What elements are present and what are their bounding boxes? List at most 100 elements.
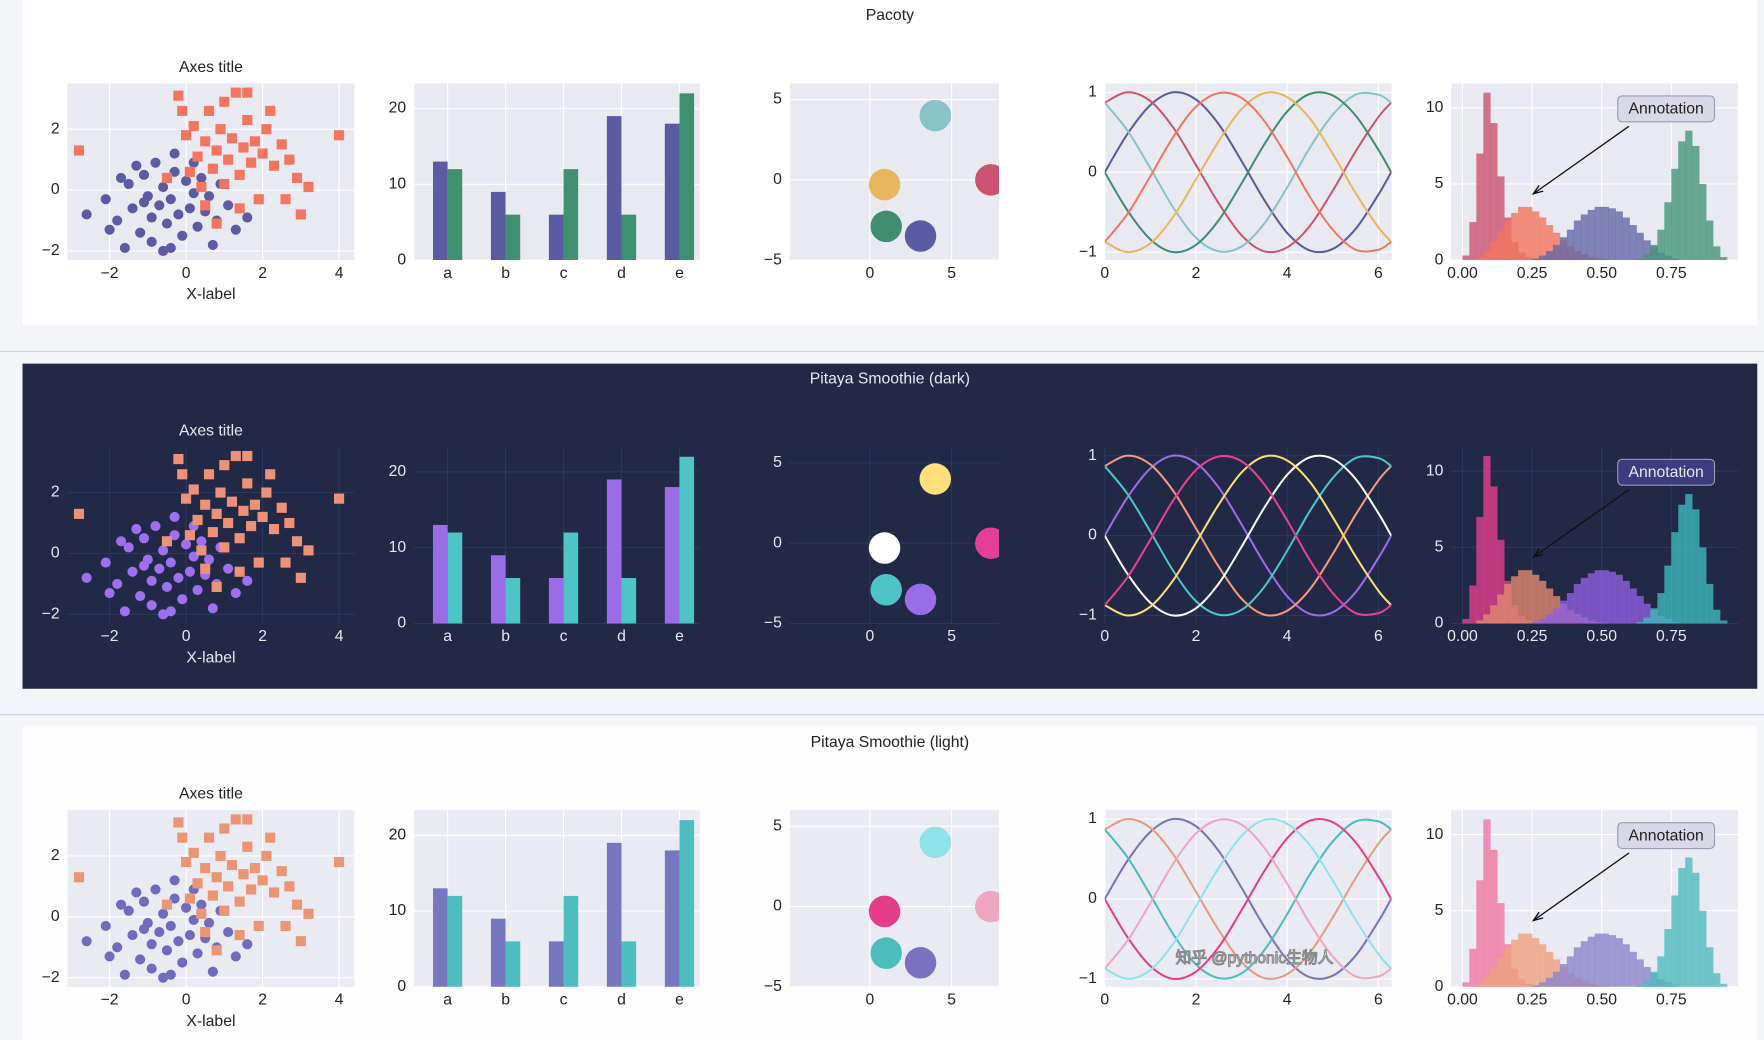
- scatter-square: [265, 105, 276, 116]
- histogram-bar: [1532, 938, 1540, 987]
- scatter-point: [188, 188, 199, 199]
- histogram-bar: [1615, 211, 1623, 261]
- scatter-square: [334, 493, 345, 504]
- histogram-bar: [1615, 574, 1623, 624]
- axes-title: Axes title: [179, 59, 243, 76]
- y-tick-label: 2: [51, 847, 60, 864]
- histogram-bar: [1671, 532, 1679, 624]
- histogram-bar: [1692, 509, 1700, 624]
- histogram-bar: [1483, 614, 1491, 624]
- y-tick-label: 10: [389, 902, 407, 919]
- plot-area: [73, 87, 345, 257]
- histogram-bar: [1545, 614, 1554, 624]
- scatter-point: [158, 245, 169, 257]
- scatter-square: [303, 908, 314, 919]
- x-tick-label: 0.00: [1447, 265, 1478, 282]
- histogram-bar: [1608, 571, 1616, 624]
- x-tick-label: 2: [258, 265, 267, 282]
- scatter-point: [158, 545, 169, 556]
- scatter-square: [246, 884, 257, 895]
- bar: [548, 578, 564, 624]
- x-tick-label: 0: [182, 628, 191, 645]
- scatter-point: [150, 520, 161, 532]
- scatter-point: [104, 224, 115, 235]
- scatter-point: [123, 905, 134, 916]
- x-tick-label: 0: [865, 992, 874, 1009]
- histogram-bar: [1525, 206, 1533, 261]
- y-tick-label: 0: [1435, 978, 1444, 995]
- histogram-bar: [1643, 254, 1651, 261]
- scatter-square: [249, 499, 260, 510]
- histogram-bar: [1643, 617, 1651, 624]
- scatter-square: [249, 863, 260, 874]
- bar: [679, 456, 695, 624]
- scatter-point: [169, 530, 180, 541]
- bar: [490, 191, 506, 261]
- x-axis-label: X-label: [186, 286, 235, 303]
- scatter-point: [165, 242, 176, 254]
- histogram-bar: [1678, 504, 1686, 624]
- x-tick-label: 4: [335, 265, 344, 282]
- bar: [490, 918, 506, 987]
- histogram-bar: [1643, 603, 1651, 624]
- scatter-square: [276, 139, 287, 150]
- scatter-point: [203, 191, 215, 202]
- bar: [621, 578, 637, 624]
- histogram-bar: [1587, 936, 1596, 987]
- scatter-square: [73, 508, 85, 519]
- histogram-bar: [1518, 206, 1526, 261]
- scatter-square: [261, 487, 272, 498]
- x-tick-label: 0.50: [1586, 992, 1617, 1009]
- histogram-bar: [1622, 944, 1630, 987]
- y-tick-label: 10: [1426, 826, 1444, 843]
- scatter-point: [165, 606, 176, 617]
- histogram-bar: [1545, 951, 1554, 987]
- scatter-point: [81, 572, 92, 583]
- histogram-bar: [1643, 967, 1651, 987]
- bar: [447, 532, 463, 624]
- x-tick-label: b: [501, 628, 510, 645]
- y-tick-label: 0: [397, 978, 406, 995]
- histogram-bar: [1532, 574, 1540, 624]
- histogram-bar: [1532, 258, 1540, 261]
- scatter-point: [138, 197, 150, 208]
- x-tick-label: 4: [335, 992, 344, 1009]
- x-tick-label: 0: [182, 265, 191, 282]
- scatter-square: [257, 875, 268, 886]
- y-tick-label: 0: [1435, 615, 1444, 632]
- x-tick-label: d: [617, 992, 626, 1009]
- scatter-square: [257, 511, 268, 522]
- histogram-bar: [1720, 257, 1728, 261]
- scatter-point: [112, 215, 123, 226]
- histogram-bar: [1636, 232, 1644, 261]
- annotation-arrow: [1532, 852, 1630, 922]
- x-tick-label: 5: [947, 992, 956, 1009]
- scatter-square: [200, 863, 211, 874]
- histogram-bar: [1678, 141, 1686, 261]
- x-tick-label: c: [560, 265, 568, 282]
- histogram-bar: [1573, 947, 1582, 987]
- y-tick-label: 0: [397, 251, 406, 268]
- histogram-bar: [1629, 588, 1637, 624]
- scatter-point: [184, 203, 195, 214]
- annotation: Annotation: [1628, 464, 1703, 481]
- scatter-point: [181, 175, 192, 187]
- y-tick-label: 0: [1088, 163, 1097, 180]
- scatter-point: [119, 969, 130, 980]
- scatter-point: [104, 951, 115, 962]
- scatter-square: [253, 920, 264, 932]
- x-tick-label: 0: [865, 628, 874, 645]
- histogram-bar: [1538, 618, 1547, 624]
- scatter-square: [291, 536, 303, 547]
- histogram-bar: [1511, 212, 1519, 261]
- scatter-square: [223, 517, 234, 529]
- scatter-square: [211, 218, 222, 229]
- scatter-point: [230, 587, 241, 599]
- scatter-square: [196, 181, 207, 193]
- scatter-point: [177, 594, 188, 605]
- histogram-bar: [1601, 570, 1609, 624]
- x-tick-label: 0: [865, 265, 874, 282]
- scatter-square: [196, 545, 207, 556]
- scatter-square: [211, 508, 222, 519]
